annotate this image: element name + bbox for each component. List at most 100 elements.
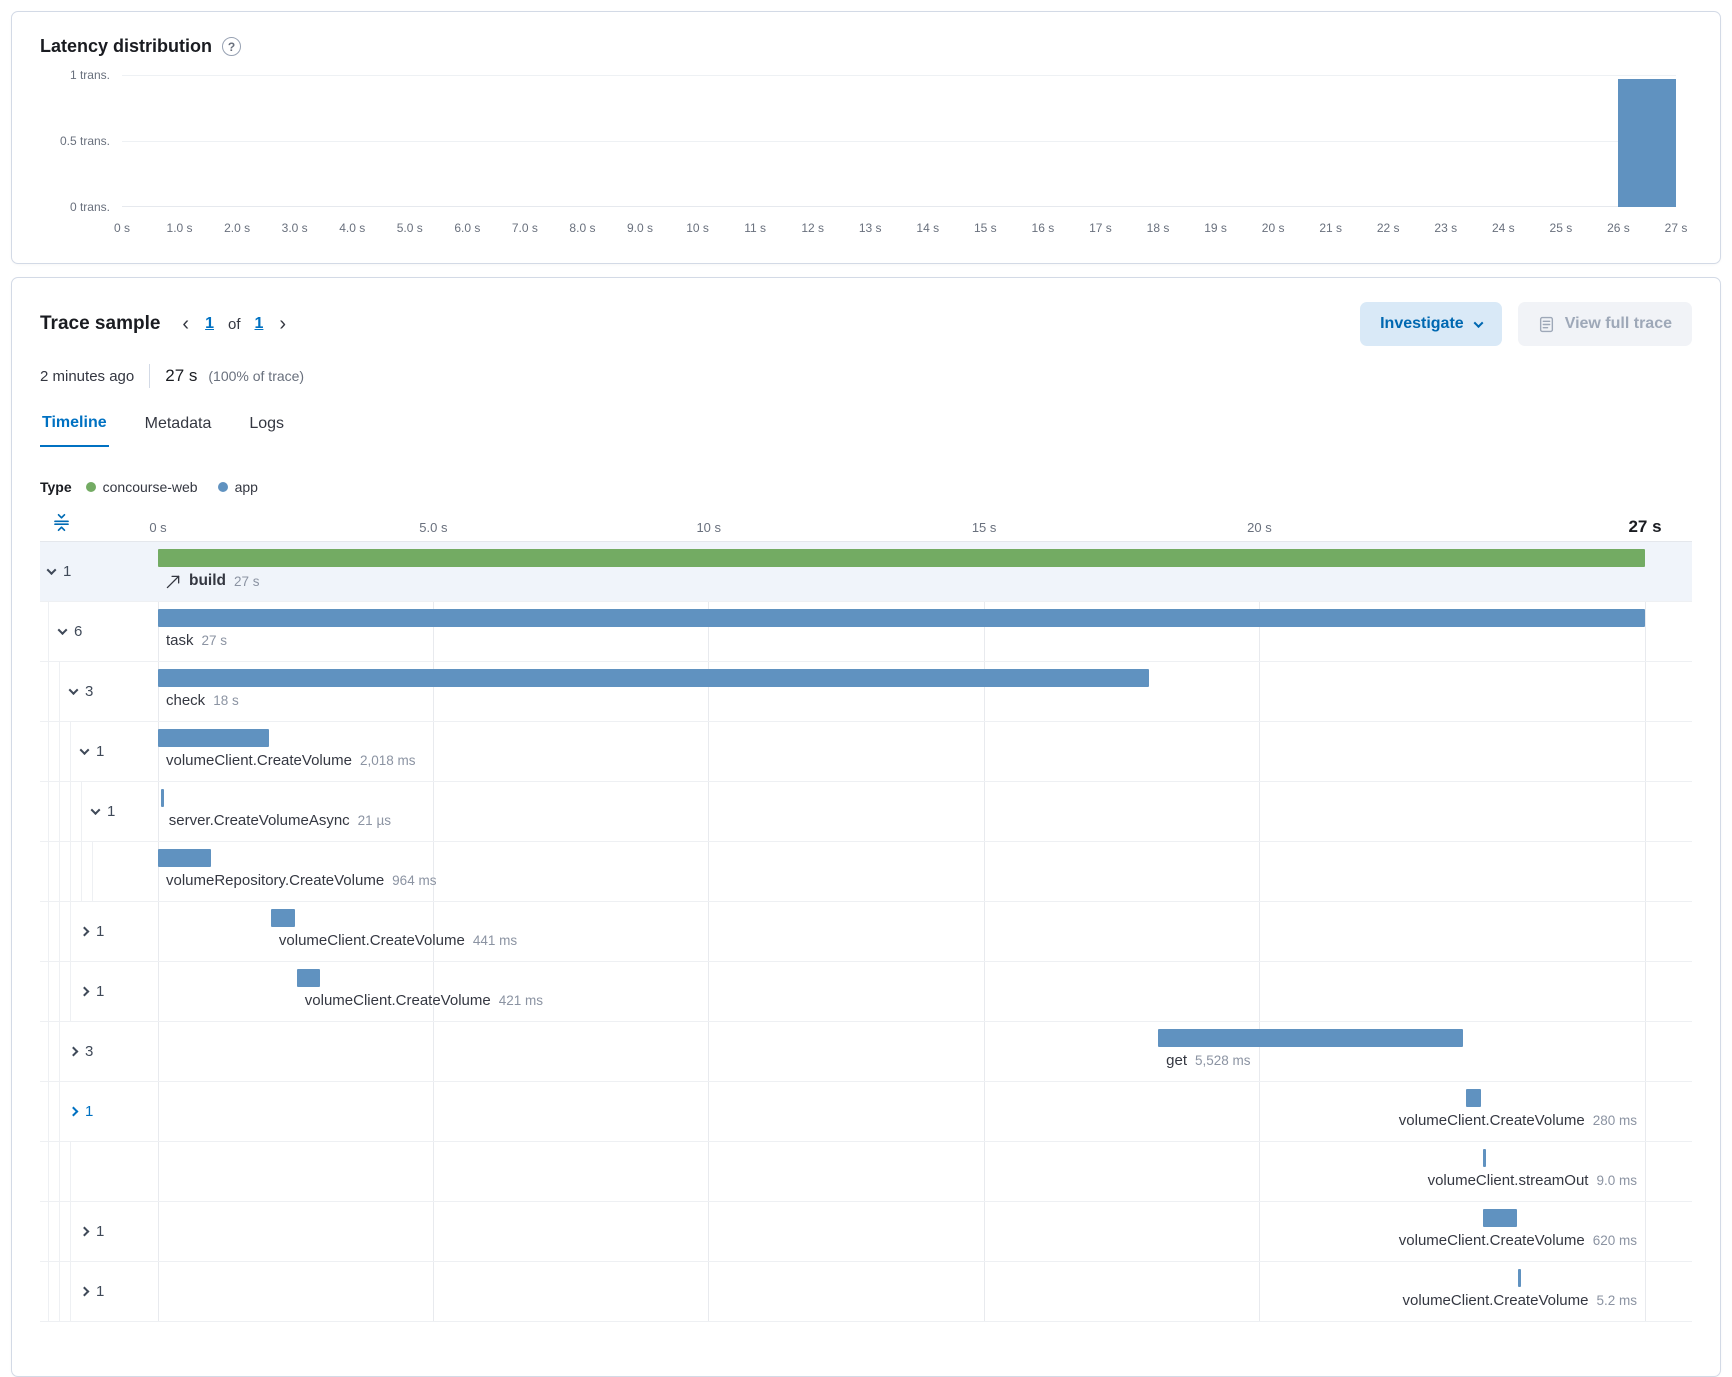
span-duration: 5.2 ms	[1596, 1293, 1637, 1308]
expand-toggle[interactable]: 1	[79, 923, 104, 940]
span-duration: 421 ms	[498, 993, 543, 1008]
trace-span-row[interactable]: 3 check 18 s	[40, 662, 1692, 722]
help-icon[interactable]: ?	[222, 37, 242, 56]
grid-line	[1258, 542, 1260, 1322]
expand-toggle[interactable]: 1	[79, 1283, 104, 1300]
grid-line	[983, 542, 985, 1322]
trace-span-row[interactable]: 1 volumeClient.CreateVolume 421 ms	[40, 962, 1692, 1022]
tab-metadata[interactable]: Metadata	[143, 414, 214, 447]
span-label: task 27 s	[166, 632, 227, 649]
collapse-toggle[interactable]: 1	[90, 803, 115, 820]
indent-guide	[48, 782, 49, 841]
trace-span-row[interactable]: 1 volumeClient.CreateVolume 620 ms	[40, 1202, 1692, 1262]
span-bar[interactable]	[158, 729, 270, 747]
expand-toggle[interactable]: 3	[68, 1043, 94, 1060]
current-page-link[interactable]: 1	[205, 315, 214, 332]
expand-toggle[interactable]: 1	[79, 1223, 104, 1240]
collapse-toggle[interactable]: 6	[57, 623, 82, 640]
indent-guide	[48, 602, 49, 661]
grid-line	[432, 542, 434, 1322]
span-bar[interactable]	[1483, 1209, 1518, 1227]
indent-guide	[59, 1082, 60, 1141]
collapse-toggle[interactable]: 1	[46, 563, 72, 580]
latency-x-tick: 26 s	[1607, 221, 1630, 235]
latency-x-tick: 23 s	[1434, 221, 1458, 235]
trace-span-row[interactable]: 1 volumeClient.CreateVolume 441 ms	[40, 902, 1692, 962]
span-bar[interactable]	[158, 669, 1150, 687]
row-chart-area: volumeClient.CreateVolume 421 ms	[158, 962, 1645, 1021]
prev-trace-button[interactable]: ‹	[182, 313, 190, 335]
latency-x-tick: 8.0 s	[569, 221, 596, 235]
chevron-down-icon	[68, 685, 79, 696]
row-gutter: 1	[40, 902, 158, 961]
collapse-toggle[interactable]: 3	[68, 683, 93, 700]
latency-histogram-bar[interactable]	[1618, 79, 1676, 207]
latency-distribution-panel: Latency distribution ? 1 trans. 0.5 trans…	[11, 11, 1721, 264]
span-name: volumeClient.CreateVolume	[1402, 1292, 1589, 1309]
indent-guide	[59, 902, 60, 961]
trace-span-row[interactable]: 1 volumeClient.CreateVolume 280 ms	[40, 1082, 1692, 1142]
trace-span-row[interactable]: 1 volumeClient.CreateVolume 2,018 ms	[40, 722, 1692, 782]
span-duration: 441 ms	[472, 933, 518, 948]
indent-guide	[48, 662, 49, 721]
child-count: 1	[63, 563, 72, 580]
next-trace-button[interactable]: ›	[279, 313, 287, 335]
timeline-ruler-ticks: 0 s 5.0 s 10 s 15 s 20 s 27 s	[149, 507, 1661, 541]
row-chart-area: volumeClient.streamOut 9.0 ms	[158, 1142, 1645, 1201]
child-count: 3	[85, 1043, 94, 1060]
ruler-tick: 27 s	[1628, 517, 1662, 536]
trace-span-row[interactable]: 1 server.CreateVolumeAsync 21 µs	[40, 782, 1692, 842]
span-name: build	[189, 572, 227, 589]
collapse-all-button[interactable]	[50, 511, 73, 537]
span-bar[interactable]	[296, 969, 320, 987]
latency-x-tick: 3.0 s	[281, 221, 308, 235]
span-label: build 27 s	[166, 572, 260, 590]
span-name: volumeClient.CreateVolume	[166, 752, 352, 769]
row-gutter: 1	[40, 782, 158, 841]
total-pages-link[interactable]: 1	[254, 315, 264, 332]
trace-span-row[interactable]: volumeClient.streamOut 9.0 ms	[40, 1142, 1692, 1202]
span-bar[interactable]	[160, 789, 164, 807]
trace-span-row[interactable]: 1 build 27 s	[40, 542, 1692, 602]
expand-toggle[interactable]: 1	[68, 1103, 93, 1120]
span-name: volumeClient.CreateVolume	[304, 992, 491, 1009]
latency-x-tick: 14 s	[916, 221, 940, 235]
span-duration: 18 s	[213, 693, 239, 708]
span-bar[interactable]	[158, 609, 1645, 627]
trace-span-row[interactable]: 3 get 5,528 ms	[40, 1022, 1692, 1082]
trace-span-row[interactable]: 6 task 27 s	[40, 602, 1692, 662]
latency-y-tick: 1 trans.	[69, 68, 110, 82]
view-full-trace-button[interactable]: View full trace	[1517, 302, 1692, 346]
legend-type-label: Type	[40, 479, 72, 495]
indent-guide	[92, 842, 93, 901]
divider	[149, 364, 151, 388]
child-count: 1	[96, 743, 105, 760]
ruler-tick: 5.0 s	[419, 520, 448, 535]
gridline	[122, 141, 1676, 142]
row-gutter: 1	[40, 542, 158, 601]
collapse-toggle[interactable]: 1	[79, 743, 105, 760]
span-bar[interactable]	[1158, 1029, 1463, 1047]
indent-guide	[70, 902, 71, 961]
legend-dot	[217, 482, 228, 492]
span-bar[interactable]	[1466, 1089, 1482, 1107]
row-chart-area: build 27 s	[158, 542, 1645, 601]
indent-guide	[48, 842, 49, 901]
chevron-right-icon	[68, 1106, 79, 1117]
span-bar[interactable]	[1483, 1149, 1487, 1167]
investigate-button[interactable]: Investigate	[1360, 302, 1502, 346]
latency-y-tick: 0.5 trans.	[59, 134, 110, 148]
span-bar[interactable]	[270, 909, 296, 927]
span-bar[interactable]	[1517, 1269, 1521, 1287]
trace-span-row[interactable]: volumeRepository.CreateVolume 964 ms	[40, 842, 1692, 902]
span-bar[interactable]	[158, 849, 212, 867]
span-label: get 5,528 ms	[1166, 1052, 1250, 1069]
indent-guide	[70, 962, 71, 1021]
tab-timeline[interactable]: Timeline	[40, 414, 109, 447]
trace-span-row[interactable]: 1 volumeClient.CreateVolume 5.2 ms	[40, 1262, 1692, 1322]
chevron-right-icon	[79, 926, 90, 937]
indent-guide	[59, 1142, 60, 1201]
tab-logs[interactable]: Logs	[247, 414, 286, 447]
span-bar[interactable]	[158, 549, 1645, 567]
expand-toggle[interactable]: 1	[79, 983, 104, 1000]
